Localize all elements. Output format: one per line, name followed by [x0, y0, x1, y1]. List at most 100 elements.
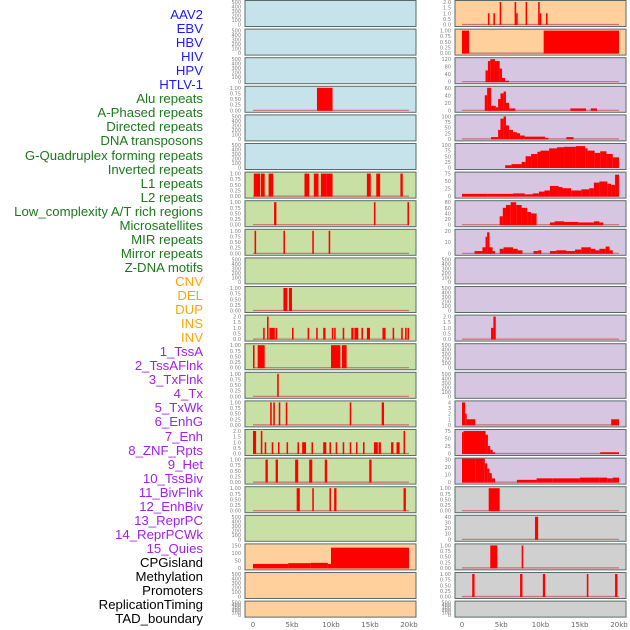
- y-tick-label: 1.5: [443, 320, 451, 326]
- track-panel: 2.01.51.00.50.0: [443, 0, 627, 29]
- signal-bar: [302, 442, 307, 454]
- signal-bar: [485, 236, 488, 254]
- signal-bar: [327, 563, 331, 569]
- panel-background: [244, 572, 417, 599]
- y-tick-label: 1.00: [230, 486, 241, 492]
- panel-background: [454, 257, 627, 285]
- x-tick-label: 5kb: [286, 621, 300, 629]
- signal-bar: [341, 345, 347, 369]
- y-tick-label: 200: [231, 157, 241, 163]
- y-tick-label: 200: [231, 71, 241, 77]
- y-tick-label: 0.5: [443, 331, 451, 337]
- y-tick-label: 100: [441, 611, 451, 617]
- signal-bar: [354, 327, 359, 340]
- panel-background: [244, 114, 417, 142]
- y-tick-label: 0.00: [440, 509, 451, 515]
- signal-bar: [462, 402, 466, 426]
- y-tick-label: 0.00: [230, 194, 241, 200]
- signal-bar: [349, 402, 352, 426]
- signal-bar: [575, 249, 582, 254]
- y-tick-label: 2.0: [443, 0, 451, 6]
- y-tick-label: 0.00: [230, 394, 241, 400]
- y-tick-label: 80: [445, 65, 451, 71]
- track-label: DNA transposons: [100, 133, 203, 149]
- y-tick-label: 0.00: [230, 251, 241, 257]
- y-tick-label: 0: [448, 423, 451, 429]
- panel-background: [454, 371, 627, 399]
- y-tick-label: 400: [231, 62, 241, 68]
- signal-bar: [405, 327, 407, 340]
- signal-bar: [316, 87, 333, 111]
- panel-background: [244, 514, 417, 542]
- signal-bar: [487, 13, 490, 25]
- track-label: 1_TssA: [159, 344, 203, 360]
- y-tick-label: 200: [441, 271, 451, 277]
- signal-bar: [264, 442, 267, 454]
- signal-bar: [492, 452, 495, 454]
- y-tick-label: 0: [238, 566, 241, 572]
- y-tick-label: 50: [445, 179, 451, 185]
- y-tick-label: 200: [441, 385, 451, 391]
- signal-bar: [349, 442, 352, 454]
- signal-bar: [304, 173, 310, 197]
- x-tick-label: 0: [251, 621, 255, 629]
- signal-bar: [538, 2, 540, 25]
- signal-bar: [499, 248, 504, 254]
- signal-bar: [503, 116, 506, 140]
- y-tick-label: 400: [231, 148, 241, 154]
- y-tick-label: 500: [231, 143, 241, 149]
- y-tick-label: 0.25: [230, 503, 241, 509]
- y-tick-label: 1.00: [230, 372, 241, 378]
- signal-bar: [600, 452, 619, 454]
- signal-bar: [474, 251, 483, 254]
- y-tick-label: 300: [231, 9, 241, 15]
- y-tick-label: 0.75: [440, 34, 451, 40]
- signal-bar: [505, 80, 510, 83]
- y-tick-label: 0: [448, 309, 451, 315]
- signal-bar: [545, 137, 549, 140]
- y-tick-label: 0: [448, 108, 451, 114]
- signal-bar: [296, 488, 300, 512]
- signal-bar: [509, 108, 516, 111]
- panel-background: [244, 143, 417, 170]
- y-tick-label: 0.00: [230, 509, 241, 515]
- y-tick-label: 0: [238, 23, 241, 29]
- y-tick-label: 100: [441, 114, 451, 120]
- y-tick-label: 50: [445, 437, 451, 443]
- signal-bar: [521, 545, 524, 569]
- signal-bar: [396, 442, 400, 454]
- y-tick-label: 10: [445, 473, 451, 479]
- track-panel: 1.000.750.500.250.00: [230, 400, 417, 429]
- y-tick-label: 400: [441, 603, 451, 609]
- track-label: HTLV-1: [159, 77, 203, 93]
- signal-bar: [505, 125, 510, 140]
- signal-bar: [587, 150, 595, 168]
- signal-bar: [571, 190, 582, 197]
- y-tick-label: 400: [231, 33, 241, 39]
- signal-bar: [612, 157, 619, 168]
- signal-bar: [578, 222, 594, 226]
- y-tick-label: 0.75: [230, 292, 241, 298]
- track-label: 6_EnhG: [154, 414, 203, 430]
- signal-bar: [511, 164, 522, 168]
- signal-bar: [558, 187, 563, 197]
- signal-bar: [513, 132, 517, 140]
- y-tick-label: 2: [448, 412, 451, 418]
- signal-bar: [382, 327, 386, 340]
- y-tick-label: 3: [448, 406, 451, 412]
- y-tick-label: 500: [441, 286, 451, 292]
- signal-bar: [253, 563, 289, 569]
- signal-bar: [277, 442, 280, 454]
- y-tick-label: 80: [445, 200, 451, 206]
- y-tick-label: 0.50: [440, 497, 451, 503]
- signal-bar: [499, 216, 503, 226]
- x-tick-label: 10kb: [532, 621, 550, 629]
- y-tick-label: 500: [441, 601, 451, 607]
- signal-bar: [462, 30, 470, 54]
- signal-bar: [403, 431, 406, 454]
- y-tick-label: 0.50: [230, 469, 241, 475]
